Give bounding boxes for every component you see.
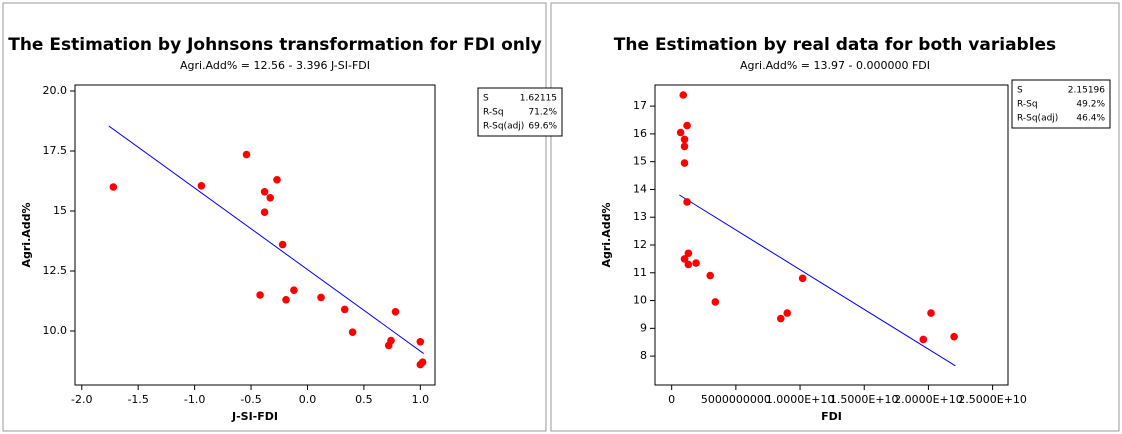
data-point — [290, 286, 298, 295]
data-point — [679, 91, 688, 99]
fit-line — [108, 125, 425, 354]
x-tick-label: 2.0000E+10 — [894, 393, 963, 406]
x-tick-label: 1.5000E+10 — [830, 393, 899, 406]
data-point — [684, 249, 693, 258]
stat-value: 1.62115 — [520, 94, 557, 104]
chart-title: The Estimation by Johnsons transformatio… — [8, 35, 542, 55]
data-point — [692, 259, 700, 267]
x-tick-label: 0 — [668, 393, 675, 406]
data-point — [256, 291, 264, 299]
data-point — [676, 128, 685, 137]
y-tick-label: 8 — [640, 349, 647, 362]
data-point — [919, 335, 928, 344]
data-point — [418, 358, 427, 367]
data-point — [242, 150, 251, 159]
data-point — [680, 255, 689, 263]
x-tick-label: -1.0 — [184, 393, 205, 406]
y-tick-label: 12 — [633, 238, 647, 251]
chart-subtitle: Agri.Add% = 12.56 - 3.396 J-SI-FDI — [180, 59, 370, 72]
stat-value: 69.6% — [528, 122, 557, 132]
x-tick-label: 2.5000E+10 — [958, 393, 1027, 406]
y-tick-label: 9 — [640, 321, 647, 334]
data-point — [340, 305, 349, 314]
y-tick-label: 10.0 — [43, 324, 68, 337]
y-tick-label: 17 — [633, 99, 647, 112]
stat-value: 2.15196 — [1068, 86, 1105, 96]
data-point — [680, 135, 689, 144]
stat-label: S — [1017, 86, 1023, 96]
y-tick-label: 20.0 — [43, 84, 68, 97]
x-tick-label: -1.5 — [127, 393, 148, 406]
y-tick-label: 14 — [633, 182, 647, 195]
chart-title: The Estimation by real data for both var… — [614, 35, 1056, 55]
data-point — [683, 121, 691, 130]
data-point — [317, 293, 325, 302]
x-tick-label: 0.0 — [299, 393, 317, 406]
y-axis-label: Agri.Add% — [20, 202, 33, 267]
x-axis-label: J-SI-FDI — [231, 410, 278, 423]
x-tick-label: 5000000000 — [701, 393, 771, 406]
stat-label: R-Sq(adj) — [483, 122, 524, 132]
stats-box — [1011, 79, 1111, 129]
data-point — [197, 182, 206, 190]
x-tick-label: -0.5 — [240, 393, 261, 406]
y-tick-label: 11 — [633, 266, 647, 279]
data-point — [783, 309, 792, 317]
y-tick-label: 15 — [633, 155, 647, 168]
stat-value: 71.2% — [528, 108, 557, 118]
x-tick-label: 1.0000E+10 — [766, 393, 835, 406]
stat-label: R-Sq — [483, 108, 504, 118]
x-tick-label: 1.0 — [412, 393, 430, 406]
y-tick-label: 15 — [53, 204, 67, 217]
data-point — [711, 298, 720, 306]
data-point — [109, 183, 118, 191]
stat-label: S — [483, 94, 489, 104]
x-tick-label: -2.0 — [71, 393, 92, 406]
stat-value: 49.2% — [1076, 100, 1105, 110]
data-point — [260, 188, 269, 196]
data-point — [683, 198, 691, 206]
y-tick-label: 10 — [633, 294, 647, 307]
data-point — [260, 208, 269, 216]
data-point — [282, 296, 290, 304]
data-point — [706, 271, 714, 280]
stat-label: R-Sq(adj) — [1017, 114, 1058, 124]
plot-area — [74, 84, 436, 386]
x-tick-label: 0.5 — [355, 393, 373, 406]
data-point — [680, 159, 689, 167]
y-tick-label: 12.5 — [43, 264, 68, 277]
data-point — [348, 328, 357, 337]
y-axis-label: Agri.Add% — [600, 202, 613, 267]
data-point — [776, 314, 785, 323]
y-tick-label: 16 — [633, 127, 647, 140]
data-point — [416, 338, 425, 346]
data-point — [278, 240, 287, 249]
data-point — [927, 309, 935, 317]
x-axis-label: FDI — [821, 410, 842, 423]
y-tick-label: 13 — [633, 210, 647, 223]
data-point — [391, 308, 400, 316]
stat-value: 46.4% — [1076, 114, 1105, 124]
chart-subtitle: Agri.Add% = 13.97 - 0.000000 FDI — [740, 59, 930, 72]
data-point — [950, 332, 958, 341]
data-point — [798, 274, 807, 283]
data-point — [266, 194, 275, 202]
data-point — [684, 260, 693, 269]
data-point — [273, 176, 281, 184]
stat-label: R-Sq — [1017, 100, 1038, 110]
fit-line — [679, 194, 956, 367]
plot-area — [654, 84, 1009, 386]
y-tick-label: 17.5 — [43, 144, 68, 157]
data-point — [387, 336, 395, 345]
data-point — [680, 142, 689, 151]
stats-box — [477, 87, 563, 137]
